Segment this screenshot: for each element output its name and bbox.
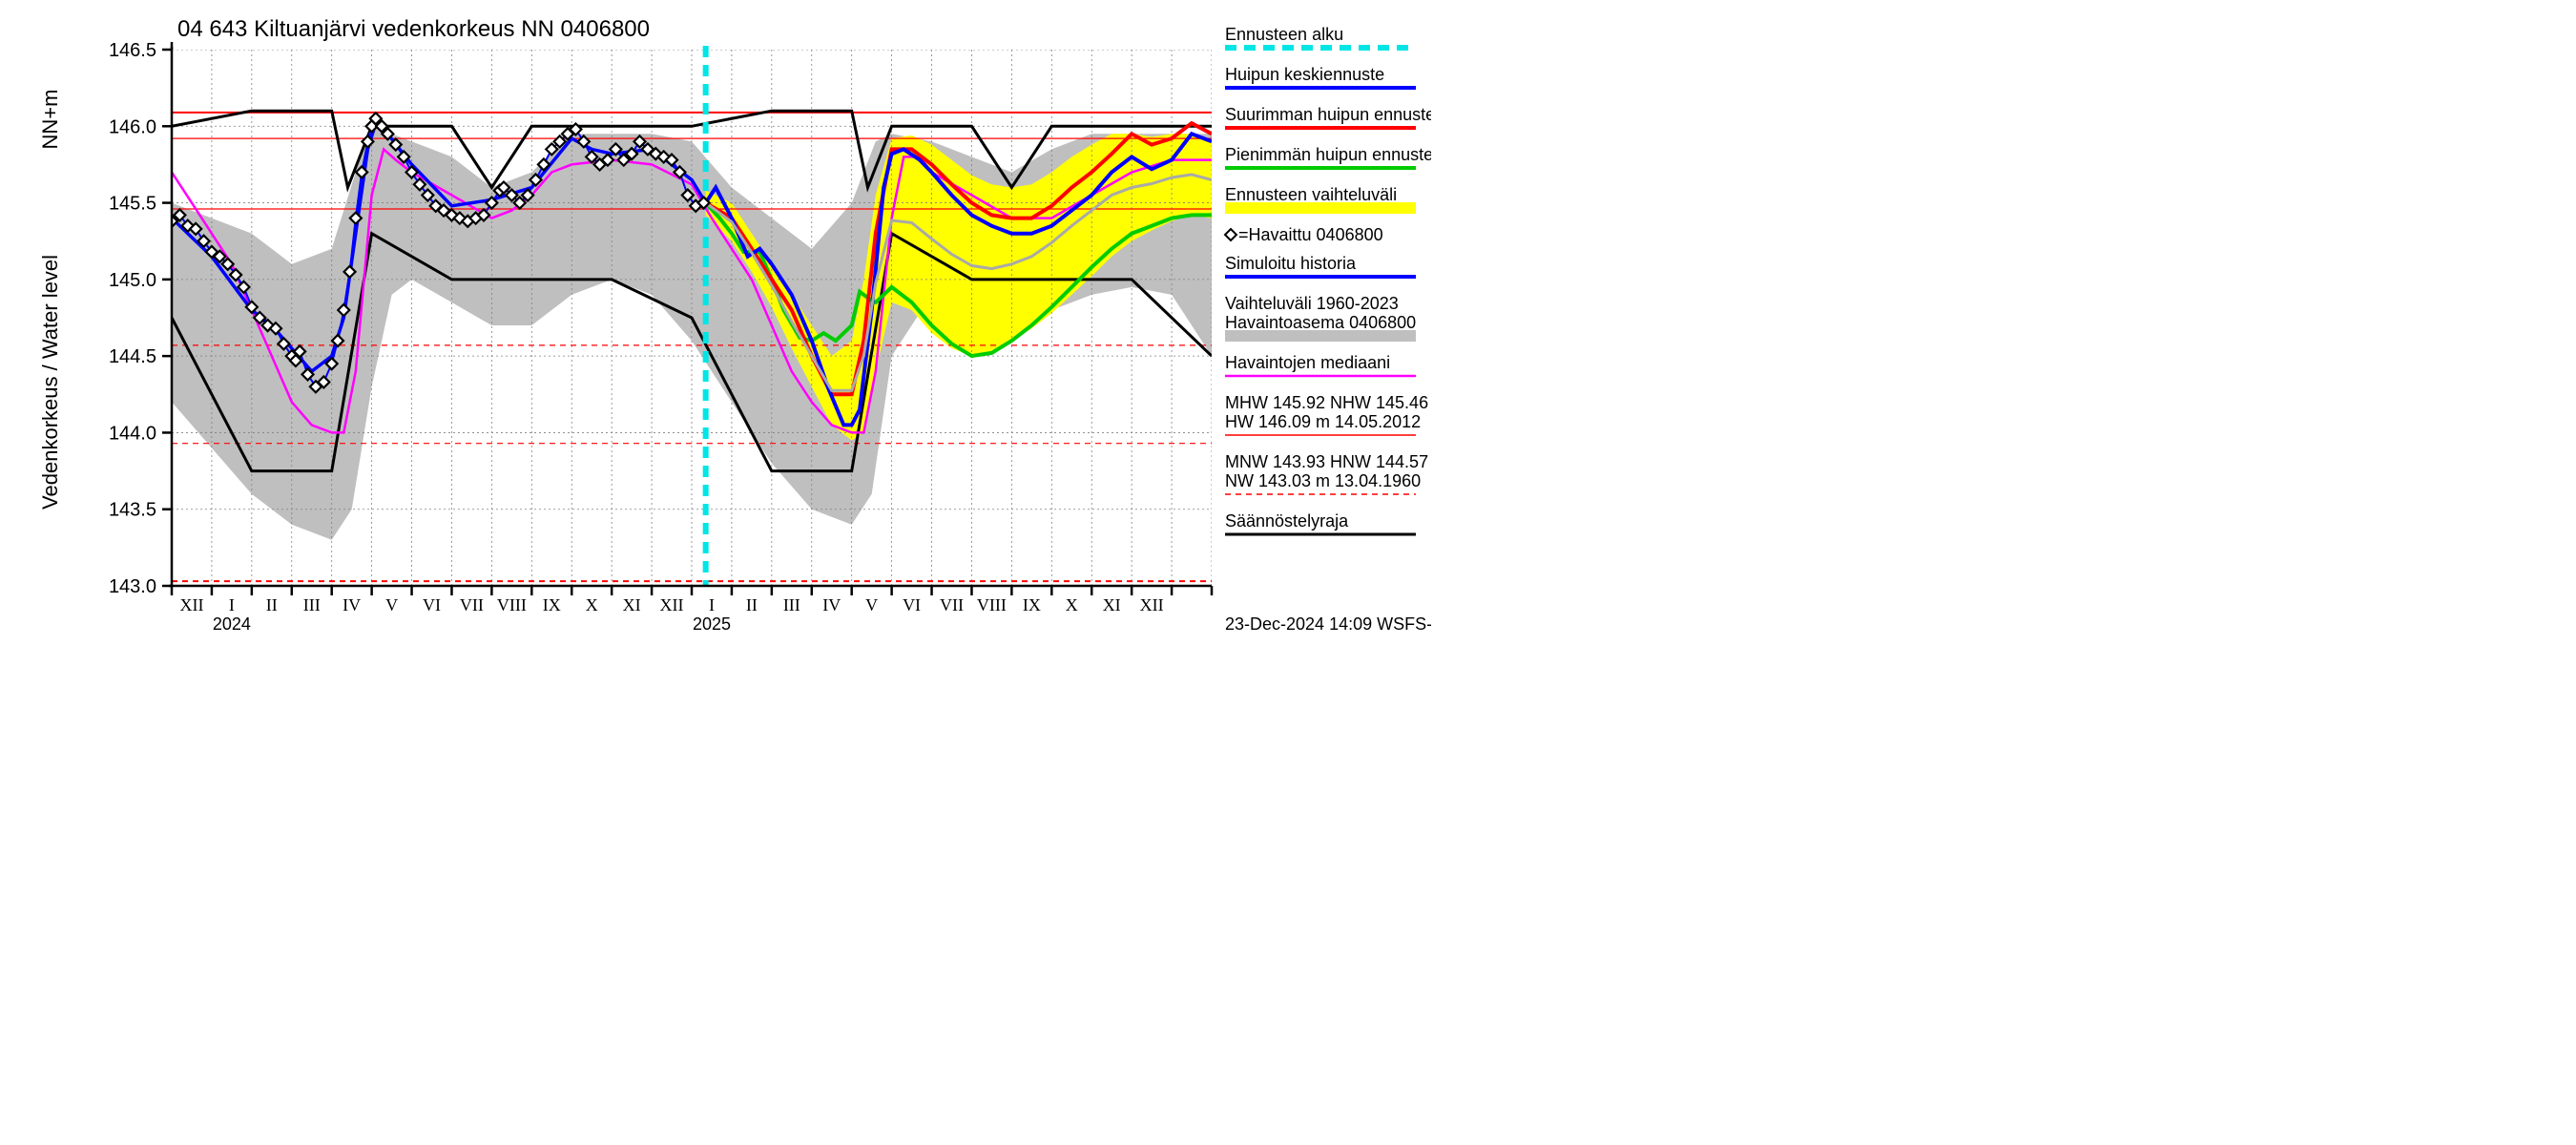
x-tick-label: XI [1103,595,1121,614]
x-tick-label: II [746,595,758,614]
legend-label: Säännöstelyraja [1225,511,1349,531]
x-tick-label: VIII [497,595,527,614]
legend-label: =Havaittu 0406800 [1238,225,1383,244]
legend-label: Ennusteen alku [1225,25,1343,44]
x-tick-label: V [385,595,398,614]
x-tick-label: X [586,595,598,614]
y-tick-label: 146.5 [109,40,156,61]
y-tick-label: 145.5 [109,194,156,215]
x-tick-label: VIII [977,595,1007,614]
x-tick-label: X [1066,595,1078,614]
legend-label: Havaintojen mediaani [1225,353,1390,372]
y-tick-label: 143.0 [109,576,156,597]
x-tick-label: II [266,595,278,614]
x-tick-label: I [229,595,235,614]
legend-label: Suurimman huipun ennuste [1225,105,1431,124]
legend-label: MHW 145.92 NHW 145.46 [1225,393,1428,412]
x-tick-label: VII [460,595,484,614]
chart-svg: 143.0 143.5 144.0 144.5 145.0 145.5 146.0 146.5… [0,0,1431,635]
footer-text: 23-Dec-2024 14:09 WSFS-O [1225,614,1431,634]
x-tick-label: XII [1140,595,1164,614]
y-tick-label: 143.5 [109,500,156,521]
x-tick-label: VI [903,595,921,614]
chart-title: 04 643 Kiltuanjärvi vedenkorkeus NN 0406… [177,16,650,42]
x-tick-label: IX [543,595,561,614]
x-tick-label: IX [1023,595,1041,614]
y-tick-label: 145.0 [109,270,156,291]
legend-label: Simuloitu historia [1225,254,1357,273]
x-tick-label: VII [940,595,964,614]
y-tick-label: 146.0 [109,116,156,137]
legend-label2: Havaintoasema 0406800 [1225,313,1416,332]
water-level-chart: { "title": "04 643 Kiltuanjärvi vedenkor… [0,0,1431,635]
legend-label2: NW 143.03 m 13.04.1960 [1225,471,1421,490]
x-tick-label: III [303,595,321,614]
x-tick-label: I [709,595,715,614]
legend: Ennusteen alku Huipun keskiennuste Suurimm… [1225,25,1431,534]
x-tick-label: V [865,595,878,614]
x-tick-label: III [783,595,800,614]
y-tick-label: 144.5 [109,346,156,367]
x-tick-label: XII [660,595,684,614]
year-label: 2025 [693,614,731,634]
legend-label: MNW 143.93 HNW 144.57 [1225,452,1428,471]
x-tick-label: IV [343,595,361,614]
legend-label: Vaihteluväli 1960-2023 [1225,294,1399,313]
legend-label: Ennusteen vaihteluväli [1225,185,1397,204]
legend-label2: HW 146.09 m 14.05.2012 [1225,412,1421,431]
x-tick-label: XI [623,595,641,614]
year-label: 2024 [213,614,251,634]
legend-label: Pienimmän huipun ennuste [1225,145,1431,164]
x-tick-label: IV [822,595,841,614]
y-axis-unit: NN+m [38,90,62,150]
legend-label: Huipun keskiennuste [1225,65,1384,84]
x-tick-label: XII [179,595,203,614]
y-axis-label: Vedenkorkeus / Water level [38,255,62,510]
x-tick-label: VI [423,595,441,614]
y-tick-label: 144.0 [109,423,156,444]
